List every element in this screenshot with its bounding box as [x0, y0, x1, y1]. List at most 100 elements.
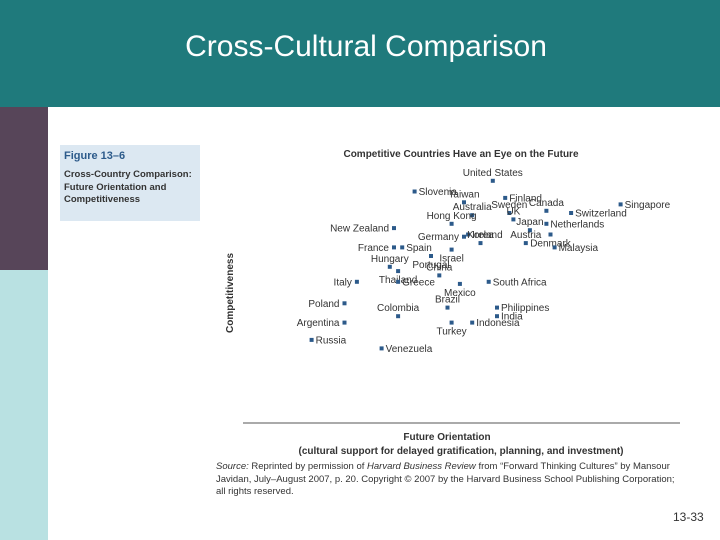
- point-label-spain: Spain: [406, 243, 432, 254]
- source-text-before: Reprinted by permission of: [251, 461, 365, 472]
- point-label-ireland: Ireland: [472, 230, 503, 241]
- side-band-dark: [0, 107, 48, 270]
- figure-number: Figure 13–6: [64, 150, 126, 162]
- source-journal: Harvard Business Review: [367, 461, 476, 472]
- point-marker-ireland: [466, 232, 471, 237]
- point-label-singapore: Singapore: [625, 200, 671, 211]
- point-marker-new-zealand: [392, 226, 396, 231]
- point-label-venezuela: Venezuela: [386, 344, 433, 355]
- point-marker-switzerland: [569, 211, 574, 215]
- point-label-france: France: [358, 243, 390, 254]
- figure-caption: Cross-Country Comparison: Future Orienta…: [64, 169, 192, 205]
- point-marker-indonesia: [470, 320, 475, 325]
- point-label-slovenia: Slovenia: [419, 187, 458, 198]
- point-marker-austria: [523, 241, 528, 246]
- point-label-canada: Canada: [529, 198, 564, 209]
- data-points: Slovenia United States Taiwan Finland Singap…: [297, 168, 671, 355]
- page-number: 13-33: [673, 510, 704, 524]
- point-label-portugal: Portugal: [412, 260, 449, 271]
- point-marker-united-states: [490, 178, 495, 183]
- point-label-germany: Germany: [418, 232, 459, 243]
- point-marker-italy: [354, 279, 359, 284]
- point-label-colombia: Colombia: [377, 303, 420, 314]
- point-marker-sweden: [507, 211, 512, 215]
- source-note: Source: Reprinted by permission of Harva…: [216, 461, 686, 499]
- point-label-indonesia: Indonesia: [476, 318, 520, 329]
- point-marker-thailand: [396, 269, 401, 274]
- point-label-argentina: Argentina: [297, 318, 340, 329]
- point-label-italy: Italy: [334, 277, 352, 288]
- point-marker-venezuela: [379, 346, 384, 351]
- point-marker-singapore: [618, 202, 623, 207]
- source-label: Source:: [216, 461, 249, 472]
- y-axis-label: Competitiveness: [225, 253, 236, 333]
- point-label-uk: UK: [506, 206, 520, 217]
- point-marker-taiwan: [462, 200, 466, 205]
- x-axis-label: Future Orientation: [403, 432, 490, 443]
- point-marker-russia: [309, 337, 314, 342]
- point-marker-argentina: [342, 320, 347, 325]
- point-marker-denmark: [548, 232, 553, 237]
- point-label-united-states: United States: [463, 168, 523, 179]
- point-marker-philippines: [495, 305, 499, 310]
- point-label-south-africa: South Africa: [493, 277, 547, 288]
- point-label-finland: Finland: [509, 193, 542, 204]
- point-label-malaysia: Malaysia: [559, 243, 599, 254]
- point-marker-spain: [400, 245, 405, 250]
- point-label-new-zealand: New Zealand: [330, 224, 389, 235]
- point-label-philippines: Philippines: [501, 303, 549, 314]
- point-marker-korea: [478, 241, 483, 246]
- point-marker-slovenia: [412, 189, 417, 194]
- point-label-netherlands: Netherlands: [550, 219, 604, 230]
- point-label-hungary: Hungary: [371, 254, 409, 265]
- point-marker-hong-kong: [449, 221, 454, 226]
- point-label-austria: Austria: [510, 230, 542, 241]
- point-marker-australia: [470, 213, 475, 218]
- point-label-switzerland: Switzerland: [575, 209, 627, 220]
- title-bar: Cross-Cultural Comparison: [0, 0, 720, 107]
- point-label-hong-kong: Hong Kong: [427, 211, 477, 222]
- point-marker-south-africa: [486, 279, 491, 284]
- point-marker-portugal: [429, 254, 433, 258]
- point-marker-turkey: [449, 320, 454, 325]
- source-text-after: from “Forward Thinking Cultures” by Mans…: [216, 461, 675, 497]
- slide-title: Cross-Cultural Comparison: [185, 30, 547, 63]
- point-marker-greece: [396, 279, 401, 284]
- point-marker-japan: [527, 228, 532, 233]
- point-marker-netherlands: [544, 221, 549, 226]
- point-label-taiwan: Taiwan: [448, 189, 479, 200]
- point-label-brazil: Brazil: [435, 295, 460, 306]
- point-label-korea: Korea: [467, 230, 494, 241]
- point-label-russia: Russia: [316, 335, 347, 346]
- point-marker-germany: [462, 234, 466, 239]
- point-marker-india: [495, 314, 499, 319]
- point-label-china: China: [426, 262, 453, 273]
- point-marker-hungary: [387, 264, 392, 269]
- point-marker-colombia: [396, 314, 401, 319]
- point-label-mexico: Mexico: [444, 288, 476, 299]
- point-marker-israel: [449, 247, 454, 252]
- point-marker-poland: [342, 301, 347, 306]
- point-marker-uk: [511, 217, 516, 222]
- point-marker-france: [392, 245, 396, 250]
- point-label-turkey: Turkey: [436, 327, 466, 338]
- point-label-india: India: [501, 312, 523, 323]
- point-marker-canada: [544, 208, 549, 213]
- point-marker-finland: [503, 195, 508, 200]
- point-label-greece: Greece: [402, 277, 435, 288]
- point-label-sweden: Sweden: [491, 200, 527, 211]
- point-label-israel: Israel: [439, 254, 463, 265]
- point-label-australia: Australia: [453, 202, 492, 213]
- point-marker-brazil: [445, 305, 450, 310]
- point-marker-malaysia: [552, 245, 557, 250]
- chart-title: Competitive Countries Have an Eye on the…: [343, 149, 578, 160]
- figure-caption-box: [60, 145, 200, 221]
- point-marker-china: [437, 273, 442, 278]
- side-band-light: [0, 270, 48, 540]
- x-axis-sublabel: (cultural support for delayed gratificat…: [298, 446, 623, 457]
- point-marker-mexico: [457, 281, 462, 286]
- point-label-denmark: Denmark: [530, 239, 572, 250]
- point-label-poland: Poland: [308, 299, 339, 310]
- point-label-japan: Japan: [516, 217, 543, 228]
